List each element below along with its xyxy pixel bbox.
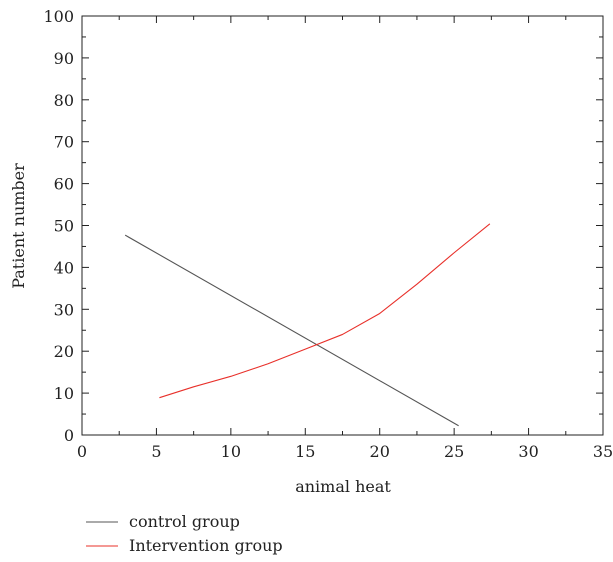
x-tick-label: 15 <box>295 442 315 461</box>
legend-label-intervention-group: Intervention group <box>129 536 283 555</box>
series-line-control-group <box>124 234 459 427</box>
axes: 0 5 10 15 20 25 30 35 0 10 20 30 40 50 60 70 80 90 100 <box>43 7 613 461</box>
y-tick-label: 0 <box>64 426 74 445</box>
y-tick-label: 20 <box>54 342 74 361</box>
y-axis-title: Patient number <box>9 163 28 289</box>
y-tick-label: 70 <box>54 133 74 152</box>
y-tick-label: 10 <box>54 384 74 403</box>
plot-frame <box>81 15 604 436</box>
x-tick-label: 20 <box>370 442 390 461</box>
y-tick-label: 100 <box>43 7 74 26</box>
y-tick-label: 80 <box>54 91 74 110</box>
x-tick-label: 0 <box>77 442 87 461</box>
y-tick-label: 40 <box>54 258 74 277</box>
legend-label-control-group: control group <box>129 512 240 531</box>
series-line-intervention-group <box>159 223 491 399</box>
x-tick-label: 25 <box>444 442 464 461</box>
x-tick-label: 35 <box>593 442 613 461</box>
series-layer <box>124 223 491 427</box>
x-tick-label: 30 <box>518 442 538 461</box>
x-tick-label: 5 <box>151 442 161 461</box>
legend: control group Intervention group <box>86 512 283 555</box>
x-axis-title: animal heat <box>295 477 391 496</box>
x-tick-label: 10 <box>221 442 241 461</box>
y-tick-label: 50 <box>54 217 74 236</box>
y-tick-label: 30 <box>54 300 74 319</box>
y-tick-label: 90 <box>54 49 74 68</box>
y-tick-label: 60 <box>54 175 74 194</box>
